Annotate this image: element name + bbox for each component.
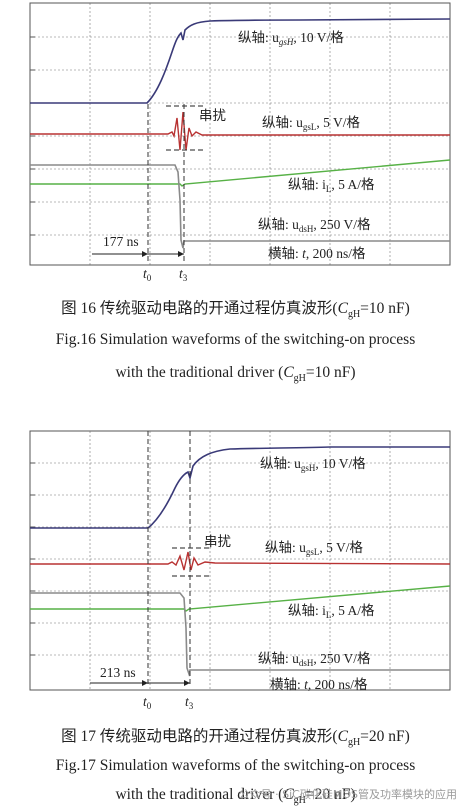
label-iL: 纵轴: iL, 5 A/格 <box>288 603 375 620</box>
label-udsH: 纵轴: udsH, 250 V/格 <box>258 651 371 668</box>
label-time: 横轴: t, 200 ns/格 <box>268 246 366 261</box>
label-t3: t3 <box>185 694 194 711</box>
label-ugsL: 纵轴: ugsL, 5 V/格 <box>265 540 364 557</box>
label-t0: t0 <box>143 266 152 283</box>
caption-en-16-line1: Fig.16 Simulation waveforms of the switc… <box>55 331 416 348</box>
label-interval: 213 ns <box>100 665 136 680</box>
arrow-head-left <box>142 680 148 686</box>
grid <box>30 431 450 690</box>
caption-cn-17: 图 17 传统驱动电路的开通过程仿真波形(CgH=20 nF) <box>61 728 410 749</box>
label-ugsL: 纵轴: ugsL, 5 V/格 <box>262 115 361 132</box>
caption-en-16-line2: with the traditional driver (CgH=10 nF) <box>115 364 356 385</box>
plot-ticks <box>30 462 35 656</box>
arrow-head-left <box>142 251 148 257</box>
label-t3: t3 <box>179 266 188 283</box>
crosstalk-box <box>172 547 212 577</box>
caption-en-17-line2: with the traditional driver (CgH=20 nF) <box>115 786 356 807</box>
label-ugsH: 纵轴: ugsH, 10 V/格 <box>238 30 344 47</box>
waveform-iL <box>30 159 451 187</box>
caption-en-17-line1: Fig.17 Simulation waveforms of the switc… <box>55 757 416 774</box>
label-interval: 177 ns <box>103 234 139 249</box>
label-crosstalk: 串扰 <box>204 534 231 549</box>
label-iL: 纵轴: iL, 5 A/格 <box>288 177 375 194</box>
caption-cn-16: 图 16 传统驱动电路的开通过程仿真波形(CgH=10 nF) <box>61 300 410 321</box>
arrow-head-right <box>184 680 190 686</box>
waveform-ugsL <box>30 111 450 151</box>
label-ugsH: 纵轴: ugsH, 10 V/格 <box>260 456 366 473</box>
plot-frame <box>29 430 451 691</box>
waveform-ugsL <box>30 551 451 571</box>
label-udsH: 纵轴: udsH, 250 V/格 <box>258 217 371 234</box>
waveform-udsH <box>30 164 450 249</box>
crosstalk-box <box>166 105 205 151</box>
waveform-ugsH <box>30 18 451 104</box>
label-time: 横轴: t, 200 ns/格 <box>270 677 368 692</box>
watermark: 公众号 · SiC碳化硅MOS管及功率模块的应用 <box>238 788 457 801</box>
label-crosstalk: 串扰 <box>199 108 226 123</box>
plot-ticks <box>30 36 35 236</box>
waveform-iL <box>30 585 451 612</box>
waveform-ugsH <box>30 446 450 529</box>
figure-16-waveform: 纵轴: ugsH, 10 V/格 串扰 纵轴: ugsL, 5 V/格 纵轴: … <box>29 2 451 283</box>
figure-17-waveform: 纵轴: ugsH, 10 V/格 串扰 纵轴: ugsL, 5 V/格 纵轴: … <box>29 430 451 711</box>
arrow-head-right <box>178 251 184 257</box>
label-t0: t0 <box>143 694 152 711</box>
waveform-udsH <box>30 592 450 677</box>
